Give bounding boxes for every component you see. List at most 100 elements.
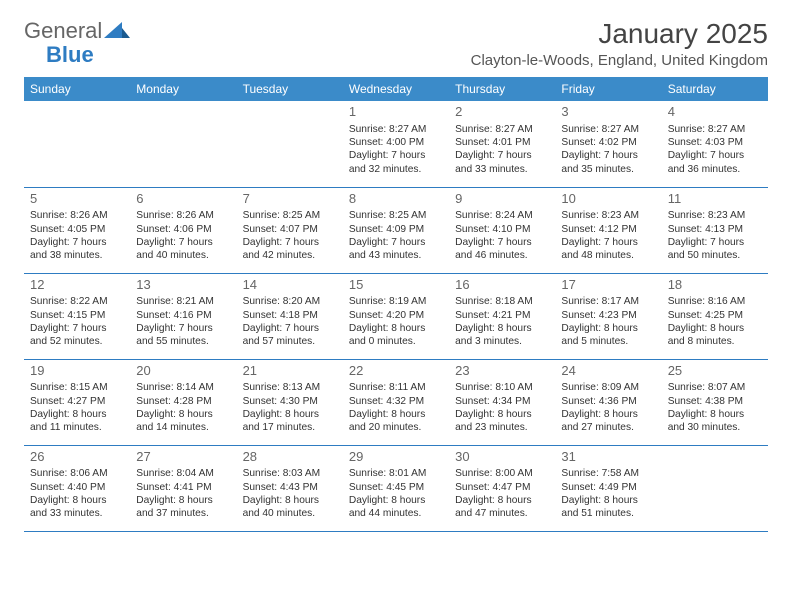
- calendar-cell: 18Sunrise: 8:16 AMSunset: 4:25 PMDayligh…: [662, 273, 768, 359]
- day-number: 19: [30, 363, 124, 380]
- day-number: 13: [136, 277, 230, 294]
- day-info: Sunrise: 8:09 AMSunset: 4:36 PMDaylight:…: [561, 381, 655, 434]
- day-info: Sunrise: 8:27 AMSunset: 4:01 PMDaylight:…: [455, 123, 549, 176]
- day-number: 21: [243, 363, 337, 380]
- day-info: Sunrise: 8:15 AMSunset: 4:27 PMDaylight:…: [30, 381, 124, 434]
- calendar-cell: [662, 445, 768, 531]
- day-info: Sunrise: 7:58 AMSunset: 4:49 PMDaylight:…: [561, 467, 655, 520]
- location-subtitle: Clayton-le-Woods, England, United Kingdo…: [471, 52, 768, 69]
- calendar-cell: 12Sunrise: 8:22 AMSunset: 4:15 PMDayligh…: [24, 273, 130, 359]
- day-number: 15: [349, 277, 443, 294]
- day-number: 28: [243, 449, 337, 466]
- day-number: 8: [349, 191, 443, 208]
- day-header: Saturday: [662, 77, 768, 101]
- title-box: January 2025 Clayton-le-Woods, England, …: [471, 18, 768, 69]
- day-info: Sunrise: 8:13 AMSunset: 4:30 PMDaylight:…: [243, 381, 337, 434]
- day-header: Wednesday: [343, 77, 449, 101]
- calendar-cell: 13Sunrise: 8:21 AMSunset: 4:16 PMDayligh…: [130, 273, 236, 359]
- calendar-cell: 3 Sunrise: 8:27 AMSunset: 4:02 PMDaylight…: [555, 101, 661, 187]
- calendar-cell: 29Sunrise: 8:01 AMSunset: 4:45 PMDayligh…: [343, 445, 449, 531]
- calendar-cell: 10Sunrise: 8:23 AMSunset: 4:12 PMDayligh…: [555, 187, 661, 273]
- logo: General: [24, 18, 130, 44]
- day-header-row: SundayMondayTuesdayWednesdayThursdayFrid…: [24, 77, 768, 101]
- calendar-cell: 7Sunrise: 8:25 AMSunset: 4:07 PMDaylight…: [237, 187, 343, 273]
- day-info: Sunrise: 8:00 AMSunset: 4:47 PMDaylight:…: [455, 467, 549, 520]
- day-info: Sunrise: 8:14 AMSunset: 4:28 PMDaylight:…: [136, 381, 230, 434]
- calendar-cell: 19Sunrise: 8:15 AMSunset: 4:27 PMDayligh…: [24, 359, 130, 445]
- day-info: Sunrise: 8:24 AMSunset: 4:10 PMDaylight:…: [455, 209, 549, 262]
- calendar-cell: 25Sunrise: 8:07 AMSunset: 4:38 PMDayligh…: [662, 359, 768, 445]
- day-info: Sunrise: 8:27 AMSunset: 4:00 PMDaylight:…: [349, 123, 443, 176]
- day-info: Sunrise: 8:04 AMSunset: 4:41 PMDaylight:…: [136, 467, 230, 520]
- calendar-week-row: 5Sunrise: 8:26 AMSunset: 4:05 PMDaylight…: [24, 187, 768, 273]
- calendar-table: SundayMondayTuesdayWednesdayThursdayFrid…: [24, 77, 768, 532]
- day-number: 20: [136, 363, 230, 380]
- day-number: 22: [349, 363, 443, 380]
- calendar-cell: 17Sunrise: 8:17 AMSunset: 4:23 PMDayligh…: [555, 273, 661, 359]
- day-info: Sunrise: 8:23 AMSunset: 4:13 PMDaylight:…: [668, 209, 762, 262]
- day-info: Sunrise: 8:16 AMSunset: 4:25 PMDaylight:…: [668, 295, 762, 348]
- calendar-cell: [130, 101, 236, 187]
- day-number: 30: [455, 449, 549, 466]
- day-header: Tuesday: [237, 77, 343, 101]
- day-header: Friday: [555, 77, 661, 101]
- day-info: Sunrise: 8:23 AMSunset: 4:12 PMDaylight:…: [561, 209, 655, 262]
- day-number: 25: [668, 363, 762, 380]
- day-number: 6: [136, 191, 230, 208]
- day-number: 2: [455, 104, 549, 121]
- day-info: Sunrise: 8:25 AMSunset: 4:09 PMDaylight:…: [349, 209, 443, 262]
- day-number: 3: [561, 104, 655, 121]
- calendar-cell: 11Sunrise: 8:23 AMSunset: 4:13 PMDayligh…: [662, 187, 768, 273]
- day-number: 29: [349, 449, 443, 466]
- day-number: 27: [136, 449, 230, 466]
- calendar-cell: 28Sunrise: 8:03 AMSunset: 4:43 PMDayligh…: [237, 445, 343, 531]
- day-number: 17: [561, 277, 655, 294]
- calendar-body: 1 Sunrise: 8:27 AMSunset: 4:00 PMDaylight…: [24, 101, 768, 531]
- day-number: 11: [668, 191, 762, 208]
- calendar-week-row: 1 Sunrise: 8:27 AMSunset: 4:00 PMDaylight…: [24, 101, 768, 187]
- calendar-week-row: 19Sunrise: 8:15 AMSunset: 4:27 PMDayligh…: [24, 359, 768, 445]
- day-number: 7: [243, 191, 337, 208]
- logo-text-2: Blue: [46, 42, 94, 68]
- calendar-cell: 9Sunrise: 8:24 AMSunset: 4:10 PMDaylight…: [449, 187, 555, 273]
- calendar-cell: [237, 101, 343, 187]
- day-info: Sunrise: 8:17 AMSunset: 4:23 PMDaylight:…: [561, 295, 655, 348]
- day-number: 5: [30, 191, 124, 208]
- day-header: Monday: [130, 77, 236, 101]
- day-number: 1: [349, 104, 443, 121]
- calendar-cell: 26Sunrise: 8:06 AMSunset: 4:40 PMDayligh…: [24, 445, 130, 531]
- day-info: Sunrise: 8:20 AMSunset: 4:18 PMDaylight:…: [243, 295, 337, 348]
- day-info: Sunrise: 8:22 AMSunset: 4:15 PMDaylight:…: [30, 295, 124, 348]
- day-info: Sunrise: 8:07 AMSunset: 4:38 PMDaylight:…: [668, 381, 762, 434]
- day-number: 16: [455, 277, 549, 294]
- day-info: Sunrise: 8:26 AMSunset: 4:06 PMDaylight:…: [136, 209, 230, 262]
- calendar-cell: 14Sunrise: 8:20 AMSunset: 4:18 PMDayligh…: [237, 273, 343, 359]
- calendar-cell: 6Sunrise: 8:26 AMSunset: 4:06 PMDaylight…: [130, 187, 236, 273]
- calendar-cell: [24, 101, 130, 187]
- day-info: Sunrise: 8:27 AMSunset: 4:02 PMDaylight:…: [561, 123, 655, 176]
- day-info: Sunrise: 8:10 AMSunset: 4:34 PMDaylight:…: [455, 381, 549, 434]
- day-number: 26: [30, 449, 124, 466]
- calendar-cell: 15Sunrise: 8:19 AMSunset: 4:20 PMDayligh…: [343, 273, 449, 359]
- day-number: 10: [561, 191, 655, 208]
- calendar-cell: 24Sunrise: 8:09 AMSunset: 4:36 PMDayligh…: [555, 359, 661, 445]
- calendar-cell: 23Sunrise: 8:10 AMSunset: 4:34 PMDayligh…: [449, 359, 555, 445]
- calendar-cell: 31Sunrise: 7:58 AMSunset: 4:49 PMDayligh…: [555, 445, 661, 531]
- day-header: Sunday: [24, 77, 130, 101]
- calendar-cell: 5Sunrise: 8:26 AMSunset: 4:05 PMDaylight…: [24, 187, 130, 273]
- day-number: 31: [561, 449, 655, 466]
- calendar-week-row: 12Sunrise: 8:22 AMSunset: 4:15 PMDayligh…: [24, 273, 768, 359]
- day-info: Sunrise: 8:26 AMSunset: 4:05 PMDaylight:…: [30, 209, 124, 262]
- calendar-week-row: 26Sunrise: 8:06 AMSunset: 4:40 PMDayligh…: [24, 445, 768, 531]
- day-number: 24: [561, 363, 655, 380]
- calendar-cell: 22Sunrise: 8:11 AMSunset: 4:32 PMDayligh…: [343, 359, 449, 445]
- calendar-cell: 4 Sunrise: 8:27 AMSunset: 4:03 PMDaylight…: [662, 101, 768, 187]
- calendar-cell: 1 Sunrise: 8:27 AMSunset: 4:00 PMDaylight…: [343, 101, 449, 187]
- day-info: Sunrise: 8:06 AMSunset: 4:40 PMDaylight:…: [30, 467, 124, 520]
- logo-text-1: General: [24, 18, 102, 44]
- day-info: Sunrise: 8:27 AMSunset: 4:03 PMDaylight:…: [668, 123, 762, 176]
- day-number: 4: [668, 104, 762, 121]
- day-number: 14: [243, 277, 337, 294]
- logo-line2: Blue: [24, 42, 94, 68]
- calendar-cell: 20Sunrise: 8:14 AMSunset: 4:28 PMDayligh…: [130, 359, 236, 445]
